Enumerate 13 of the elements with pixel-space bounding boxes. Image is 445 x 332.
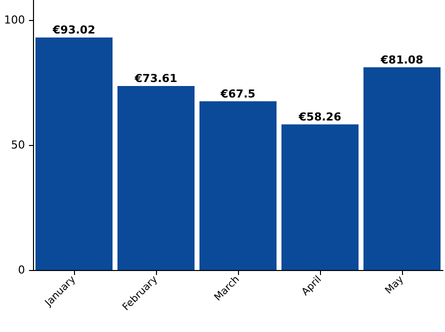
- y-tick-label: 0: [18, 264, 25, 276]
- data-label: €93.02: [52, 23, 96, 36]
- bar: [199, 101, 277, 270]
- bar: [363, 67, 441, 270]
- y-tick-label: 100: [4, 14, 25, 26]
- bar: [35, 37, 113, 270]
- data-label: €73.61: [134, 72, 178, 85]
- bar: [117, 86, 195, 270]
- data-label: €67.5: [220, 87, 256, 100]
- data-label: €81.08: [380, 53, 424, 66]
- data-label: €58.26: [298, 110, 342, 124]
- bar: [281, 124, 359, 270]
- y-tick-label: 50: [11, 138, 25, 152]
